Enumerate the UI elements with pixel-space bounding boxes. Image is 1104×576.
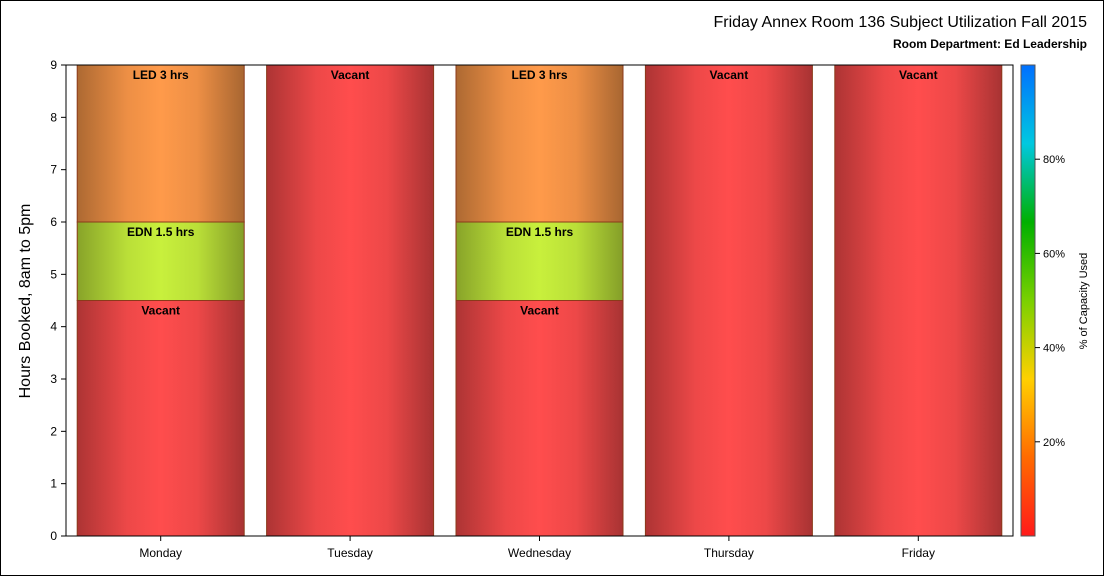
colorbar-tick-label: 60%: [1043, 248, 1065, 260]
bar-segment-monday-led-3-hrs: [76, 64, 245, 223]
bar-segment-thursday-vacant: [644, 64, 813, 537]
bar-label: EDN 1.5 hrs: [506, 225, 574, 239]
colorbar-tick-label: 40%: [1043, 343, 1065, 355]
colorbar-tick-label: 80%: [1043, 154, 1065, 166]
bar-segment-wednesday-edn-1-5-hrs: [455, 221, 624, 301]
y-tick-label: 2: [50, 424, 57, 438]
axes: 0 1 2 3 4 5 6 7 8 9 Monday Tuesday Wednesday Thursday…: [50, 58, 1014, 560]
bar-label: Vacant: [520, 304, 559, 318]
bar-segment-friday-vacant: [834, 64, 1003, 537]
bar-label: Vacant: [331, 68, 370, 82]
chart-title: Friday Annex Room 136 Subject Utilizatio…: [713, 14, 1087, 31]
colorbar-scale: [1020, 64, 1036, 537]
x-tick-label: Tuesday: [327, 546, 373, 560]
bar-label: LED 3 hrs: [511, 68, 567, 82]
bar-segment-wednesday-led-3-hrs: [455, 64, 624, 223]
y-tick-label: 9: [50, 58, 57, 72]
bar-label: EDN 1.5 hrs: [127, 225, 195, 239]
bar-segment-monday-vacant: [76, 300, 245, 537]
y-tick-label: 1: [50, 477, 57, 491]
bar-label: Vacant: [141, 304, 180, 318]
y-tick-label: 4: [50, 320, 57, 334]
x-tick-label: Monday: [139, 546, 182, 560]
y-tick-label: 3: [50, 372, 57, 386]
y-tick-label: 5: [50, 267, 57, 281]
bar-segment-wednesday-vacant: [455, 300, 624, 537]
bar-segment-monday-edn-1-5-hrs: [76, 221, 245, 301]
y-tick-label: 6: [50, 215, 57, 229]
y-tick-label: 8: [50, 110, 57, 124]
bar-label: LED 3 hrs: [133, 68, 189, 82]
colorbar-tick-label: 20%: [1043, 437, 1065, 449]
y-tick-label: 7: [50, 163, 57, 177]
chart-subtitle: Room Department: Ed Leadership: [892, 37, 1087, 51]
x-tick-label: Wednesday: [508, 546, 571, 560]
y-tick-label: 0: [50, 529, 57, 543]
plot-area: Vacant EDN 1.5 hrs LED 3 hrs Vacant Vacant ED…: [76, 64, 1003, 537]
bar-label: Vacant: [899, 68, 938, 82]
x-tick-label: Friday: [902, 546, 935, 560]
colorbar: 20% 40% 60% 80%: [1020, 64, 1065, 537]
x-tick-label: Thursday: [704, 546, 754, 560]
bar-segment-tuesday-vacant: [266, 64, 435, 537]
bar-label: Vacant: [710, 68, 749, 82]
